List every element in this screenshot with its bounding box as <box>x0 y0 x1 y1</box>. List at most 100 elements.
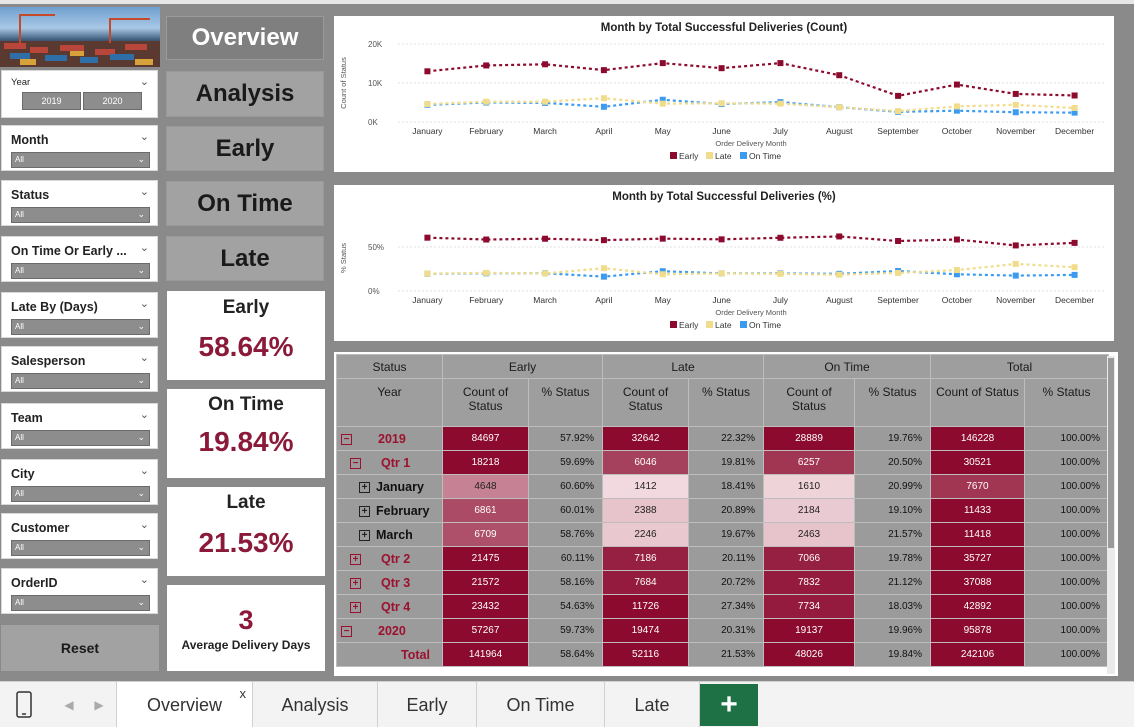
month-dropdown[interactable]: All ⌄ <box>11 152 150 168</box>
data-point <box>777 234 784 241</box>
year-option-2019[interactable]: 2019 <box>22 92 81 110</box>
data-point <box>600 103 607 110</box>
table-cell: 7670 <box>930 474 1025 499</box>
table-cell: 7684 <box>602 570 689 595</box>
table-cell: 6257 <box>763 450 855 475</box>
customer-dropdown[interactable]: All ⌄ <box>11 540 150 556</box>
chevron-down-icon: ⌄ <box>137 488 145 498</box>
series-line-early <box>427 62 1075 98</box>
y-tick-label: 0% <box>368 287 380 296</box>
x-axis-label: Order Delivery Month <box>715 139 786 148</box>
nav-overview-button[interactable]: Overview <box>166 16 324 60</box>
x-tick-label: May <box>655 295 672 305</box>
x-tick-label: November <box>996 295 1035 305</box>
city-dropdown[interactable]: All ⌄ <box>11 486 150 502</box>
data-point <box>1071 92 1078 99</box>
table-row: − 2019 84697 57.92% 32642 22.32% 28889 19.76% 14… <box>336 426 1109 451</box>
percent-line-chart-svg: Month by Total Successful Deliveries (%)… <box>339 191 1104 330</box>
chevron-down-icon[interactable]: ⌄ <box>139 519 149 531</box>
table-row: Total 141964 58.64% 52116 21.53% 48026 19.84% 2… <box>336 642 1109 667</box>
chart-title: Month by Total Successful Deliveries (%) <box>612 191 836 203</box>
matrix-subheader: Count of Status <box>930 378 1025 427</box>
kpi-early-card: Early 58.64% <box>167 291 325 380</box>
nav-early-button[interactable]: Early <box>166 126 324 171</box>
expand-icon[interactable]: + <box>350 601 361 613</box>
kpi-late-label: Late <box>226 492 266 513</box>
matrix-row-label-text: February <box>376 503 430 518</box>
tab-overview[interactable]: Overview x <box>116 682 253 727</box>
table-row: + February 6861 60.01% 2388 20.89% 2184 19.10% 1… <box>336 498 1109 523</box>
tab-scroll-left-icon[interactable]: ◀ <box>64 698 74 712</box>
table-cell: 22.32% <box>688 426 764 451</box>
legend-swatch <box>670 152 677 159</box>
expand-icon[interactable]: + <box>359 481 370 493</box>
table-cell: 20.11% <box>688 546 764 571</box>
add-page-button[interactable]: + <box>700 684 758 726</box>
nav-analysis-button[interactable]: Analysis <box>166 71 324 117</box>
salesperson-dropdown[interactable]: All ⌄ <box>11 373 150 389</box>
chevron-down-icon[interactable]: ⌄ <box>139 76 149 88</box>
ontime-or-early-dropdown[interactable]: All ⌄ <box>11 263 150 279</box>
expand-icon[interactable]: + <box>350 577 361 589</box>
slicer-title: Late By (Days) <box>11 300 98 314</box>
tab-early[interactable]: Early <box>378 682 477 727</box>
matrix-row-label-text: Qtr 3 <box>381 575 411 590</box>
expand-icon[interactable]: + <box>359 529 370 541</box>
chevron-down-icon: ⌄ <box>137 542 145 552</box>
phone-layout-icon[interactable] <box>0 682 48 727</box>
expand-icon[interactable]: + <box>359 505 370 517</box>
matrix-subheader: % Status <box>854 378 931 427</box>
page-tab-bar: ◀ ▶ Overview x Analysis Early On Time La… <box>0 681 1134 727</box>
tab-ontime[interactable]: On Time <box>477 682 605 727</box>
tab-scroll-right-icon[interactable]: ▶ <box>94 698 104 712</box>
chevron-down-icon: ⌄ <box>137 597 145 607</box>
chevron-down-icon[interactable]: ⌄ <box>139 242 149 254</box>
chevron-down-icon[interactable]: ⌄ <box>139 574 149 586</box>
chevron-down-icon[interactable]: ⌄ <box>139 131 149 143</box>
kpi-early-value: 58.64% <box>198 331 294 362</box>
status-dropdown[interactable]: All ⌄ <box>11 207 150 223</box>
legend-label: Late <box>715 151 732 161</box>
team-dropdown[interactable]: All ⌄ <box>11 430 150 446</box>
table-cell: 11433 <box>930 498 1025 523</box>
reset-button[interactable]: Reset <box>1 625 159 671</box>
matrix-table: Status Early Late On Time Total Year Cou… <box>336 354 1109 667</box>
data-point <box>895 269 902 276</box>
nav-late-button[interactable]: Late <box>166 236 324 281</box>
chevron-down-icon[interactable]: ⌄ <box>139 298 149 310</box>
data-point <box>542 61 549 68</box>
chevron-down-icon[interactable]: ⌄ <box>139 352 149 364</box>
chevron-down-icon[interactable]: ⌄ <box>139 186 149 198</box>
close-icon[interactable]: x <box>239 686 247 701</box>
year-option-2020[interactable]: 2020 <box>83 92 142 110</box>
kpi-late-value: 21.53% <box>198 527 294 558</box>
chevron-down-icon: ⌄ <box>137 154 145 164</box>
chevron-down-icon[interactable]: ⌄ <box>139 409 149 421</box>
table-cell: 100.00% <box>1024 618 1109 643</box>
collapse-icon[interactable]: − <box>341 433 352 445</box>
table-cell: 37088 <box>930 570 1025 595</box>
expand-icon[interactable]: + <box>350 553 361 565</box>
city-slicer: City ⌄ All ⌄ <box>1 459 158 505</box>
orderid-dropdown[interactable]: All ⌄ <box>11 595 150 611</box>
month-slicer: Month ⌄ All ⌄ <box>1 125 158 171</box>
matrix-scrollbar[interactable] <box>1107 356 1115 674</box>
collapse-icon[interactable]: − <box>341 625 352 637</box>
kpi-avg-delivery-label: Average Delivery Days <box>181 638 311 652</box>
nav-ontime-button[interactable]: On Time <box>166 181 324 226</box>
tab-analysis[interactable]: Analysis <box>253 682 378 727</box>
scrollbar-thumb[interactable] <box>1108 358 1114 548</box>
table-cell: 100.00% <box>1024 498 1109 523</box>
late-by-days-dropdown[interactable]: All ⌄ <box>11 319 150 335</box>
legend-swatch <box>706 152 713 159</box>
kpi-early-label: Early <box>222 297 270 318</box>
series-line-early <box>427 235 1075 247</box>
chevron-down-icon[interactable]: ⌄ <box>139 465 149 477</box>
x-tick-label: October <box>942 295 972 305</box>
matrix-row-label-text: 2019 <box>378 431 406 446</box>
matrix-header-late: Late <box>602 354 764 379</box>
collapse-icon[interactable]: − <box>350 457 361 469</box>
matrix-row-label-text: Total <box>401 647 430 662</box>
tab-late[interactable]: Late <box>605 682 700 727</box>
table-cell: 20.31% <box>688 618 764 643</box>
